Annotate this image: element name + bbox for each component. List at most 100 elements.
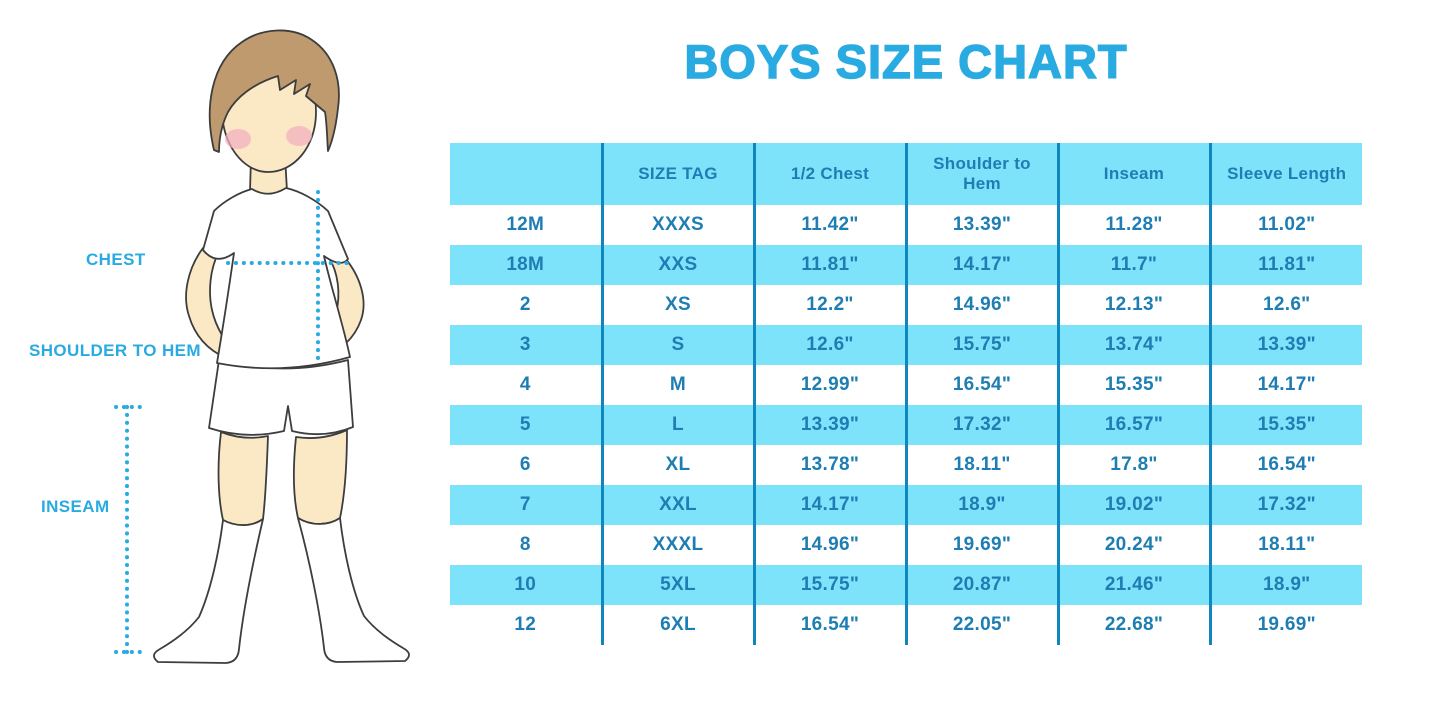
boy-shorts (208, 359, 354, 436)
table-row: 4 M 12.99" 16.54" 15.35" 14.17" (450, 365, 1362, 405)
measurement-cell: 20.87" (906, 565, 1060, 605)
size-cell: 10 (450, 565, 604, 605)
measurement-cell: 18.11" (1258, 534, 1316, 555)
measurement-cell: S (602, 325, 756, 365)
page-title: BOYS SIZE CHART (684, 34, 1128, 88)
column-header: 1/2 Chest (754, 143, 908, 205)
measurement-cell: 19.02" (1058, 485, 1212, 525)
measurement-cell: 16.54" (1257, 454, 1316, 475)
shoulder-to-hem-label: SHOULDER TO HEM (29, 341, 201, 360)
measurement-cell: 16.54" (754, 605, 908, 645)
size-column-header (450, 143, 604, 205)
measurement-cell: 11.02" (1258, 214, 1316, 235)
table-row: 3 S 12.6" 15.75" 13.74" 13.39" (450, 325, 1362, 365)
column-header: Shoulder to Hem (906, 143, 1060, 205)
size-cell: 2 (450, 285, 604, 325)
boy-illustration (114, 29, 410, 664)
measurement-cell: 11.81" (754, 245, 908, 285)
size-cell: 5 (450, 405, 604, 445)
measurement-cell: 14.96" (906, 285, 1060, 325)
measurement-cell: XXL (602, 485, 756, 525)
table-row: 10 5XL 15.75" 20.87" 21.46" 18.9" (450, 565, 1362, 605)
inseam-label: INSEAM (41, 497, 110, 516)
measurement-cell: 14.17" (754, 485, 908, 525)
measurement-cell: 17.32" (1210, 485, 1362, 525)
header-row: SIZE TAG 1/2 Chest Shoulder to Hem Inseam Sl… (450, 143, 1362, 205)
size-cell: 6 (450, 445, 604, 485)
table-row: 8 XXXL 14.96" 19.69" 20.24" 18.11" (450, 525, 1362, 565)
boy-left-thigh (217, 431, 269, 527)
measurement-cell: 11.81" (1210, 245, 1362, 285)
measurement-cell: 15.75" (906, 325, 1060, 365)
measurement-cell: 14.17" (906, 245, 1060, 285)
measurement-cell: XL (602, 445, 756, 485)
measurement-cell: 19.69" (906, 525, 1060, 565)
measurement-cell: 16.57" (1058, 405, 1212, 445)
column-header: Inseam (1058, 143, 1212, 205)
measurement-cell: 14.17" (1257, 374, 1316, 395)
boy-hair (208, 29, 340, 153)
boy-tshirt (202, 187, 351, 370)
measurement-cell: XXS (602, 245, 756, 285)
size-cell: 18M (450, 245, 604, 285)
measurement-cell: 13.39" (906, 205, 1060, 245)
size-cell: 7 (450, 485, 604, 525)
table-row: 6 XL 13.78" 18.11" 17.8" 16.54" (450, 445, 1362, 485)
measurement-cell: 12.2" (754, 285, 908, 325)
measurement-cell: 15.75" (754, 565, 908, 605)
measurement-cell: 13.39" (754, 405, 908, 445)
measurement-cell: 21.46" (1058, 565, 1212, 605)
measurement-cell: 22.05" (906, 605, 1060, 645)
measurement-cell: 5XL (602, 565, 756, 605)
measurement-cell: 6XL (602, 605, 756, 645)
table-row: 18M XXS 11.81" 14.17" 11.7" 11.81" (450, 245, 1362, 285)
measurement-cell: 18.11" (906, 445, 1060, 485)
measurement-cell: 15.35" (1210, 405, 1362, 445)
measurement-cell: 13.39" (1210, 325, 1362, 365)
size-cell: 4 (450, 365, 604, 405)
boy-left-sock (153, 518, 264, 664)
measurement-cell: 12.13" (1058, 285, 1212, 325)
measurement-cell: 11.42" (754, 205, 908, 245)
chest-label: CHEST (86, 250, 146, 269)
measurement-cell: XXXS (602, 205, 756, 245)
boy-left-cheek (225, 129, 251, 149)
measurement-cell: 18.9" (1210, 565, 1362, 605)
measurement-cell: 15.35" (1058, 365, 1212, 405)
measurement-cell: M (602, 365, 756, 405)
measurement-cell: 16.54" (906, 365, 1060, 405)
column-header: SIZE TAG (602, 143, 756, 205)
size-cell: 12 (450, 605, 604, 645)
measurement-cell: 11.7" (1058, 245, 1212, 285)
boy-right-thigh (293, 429, 348, 525)
size-cell: 3 (450, 325, 604, 365)
measurement-cell: XXXL (602, 525, 756, 565)
inseam-measure-line (114, 405, 143, 654)
measurement-cell: 12.6" (754, 325, 908, 365)
table-row: 12 6XL 16.54" 22.05" 22.68" 19.69" (450, 605, 1362, 645)
measurement-cell: 17.8" (1058, 445, 1212, 485)
measurement-cell: XS (602, 285, 756, 325)
measurement-cell: 19.69" (1257, 614, 1316, 635)
measurement-cell: 18.9" (906, 485, 1060, 525)
measurement-cell: 13.74" (1058, 325, 1212, 365)
measurement-cell: 13.78" (754, 445, 908, 485)
size-table: SIZE TAG 1/2 Chest Shoulder to Hem Inseam Sl… (450, 143, 1362, 645)
measurement-cell: 20.24" (1058, 525, 1212, 565)
measurement-cell: L (602, 405, 756, 445)
table-row: 5 L 13.39" 17.32" 16.57" 15.35" (450, 405, 1362, 445)
table-row: 2 XS 12.2" 14.96" 12.13" 12.6" (450, 285, 1362, 325)
measurement-cell: 17.32" (906, 405, 1060, 445)
table-row: 12M XXXS 11.42" 13.39" 11.28" 11.02" (450, 205, 1362, 245)
column-header: Sleeve Length (1210, 143, 1362, 205)
size-cell: 8 (450, 525, 604, 565)
measurement-cell: 22.68" (1058, 605, 1212, 645)
measurement-cell: 14.96" (754, 525, 908, 565)
boy-right-sock (297, 517, 410, 663)
measurement-cell: 11.28" (1058, 205, 1212, 245)
table-row: 7 XXL 14.17" 18.9" 19.02" 17.32" (450, 485, 1362, 525)
measurement-cell: 12.99" (754, 365, 908, 405)
measurement-cell: 12.6" (1263, 294, 1311, 315)
size-cell: 12M (450, 205, 604, 245)
